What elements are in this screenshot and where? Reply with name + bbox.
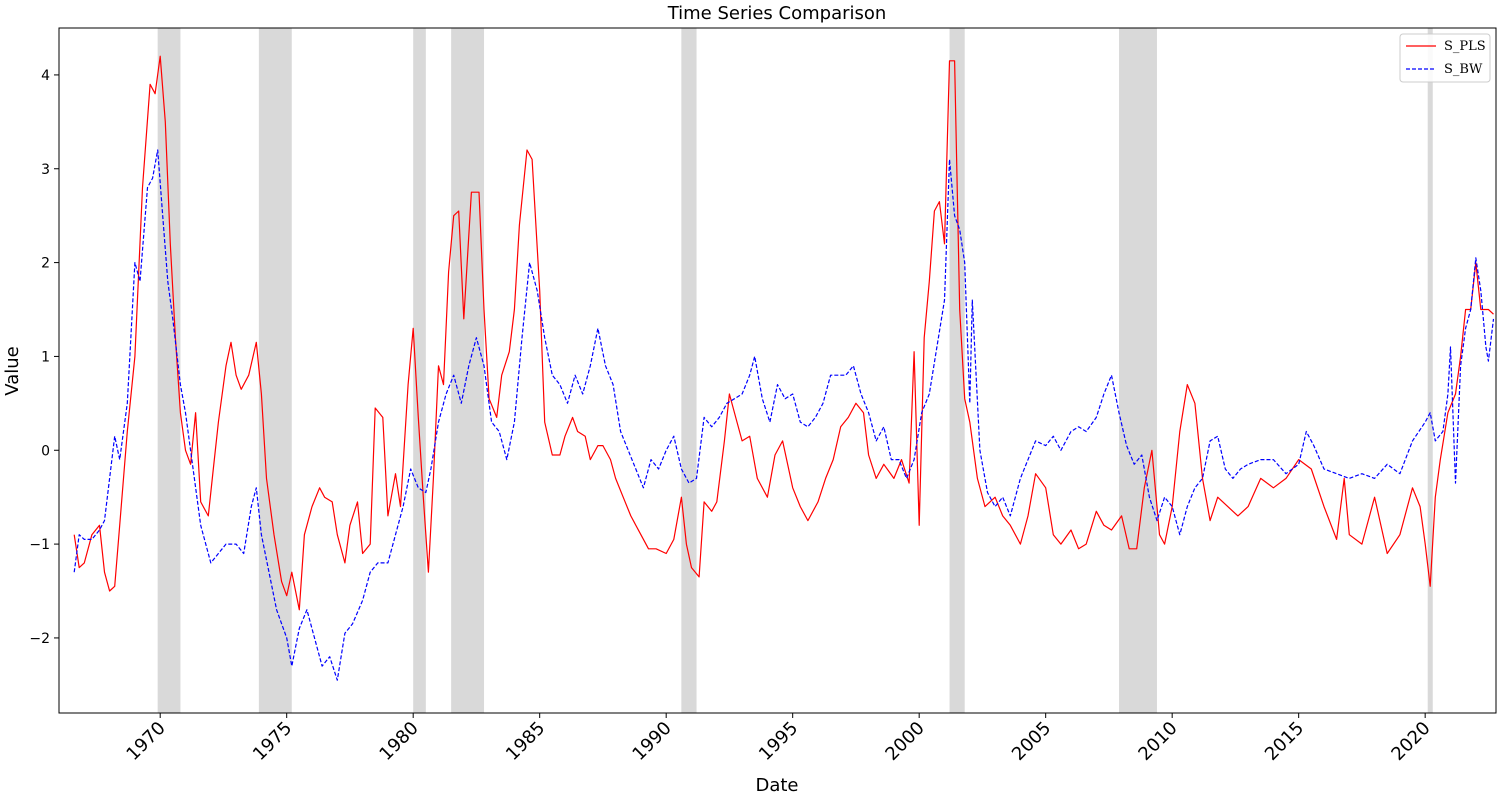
y-tick-label: −2 [29, 631, 50, 647]
x-axis-label: Date [755, 775, 798, 796]
y-axis-label: Value [2, 346, 23, 395]
series-lines [73, 55, 1495, 681]
x-tick-label: 2020 [1387, 718, 1434, 765]
plot-frame [58, 27, 1497, 714]
x-tick-label: 1995 [755, 718, 802, 765]
shaded-period-4 [681, 28, 697, 713]
y-tick-label: 4 [41, 68, 50, 84]
x-axis-ticks: 1970 1975 1980 1985 1990 1995 2000 2005 2010 2015… [122, 713, 1435, 765]
shaded-period-2 [413, 28, 426, 713]
chart-title: Time Series Comparison [667, 3, 887, 24]
x-tick-label: 1985 [502, 718, 549, 765]
legend: S_PLS S_BW [1399, 33, 1491, 83]
y-tick-label: 0 [41, 443, 50, 459]
y-tick-label: 3 [41, 162, 50, 178]
y-tick-label: −1 [29, 537, 50, 553]
y-tick-label: 1 [41, 349, 50, 365]
x-tick-label: 1970 [122, 718, 169, 765]
shaded-period-7 [1427, 28, 1433, 713]
shaded-period-1 [258, 28, 292, 713]
x-tick-label: 1975 [249, 718, 296, 765]
x-tick-label: 1980 [375, 718, 422, 765]
legend-label-s-bw: S_BW [1444, 62, 1483, 77]
series-line-s-bw [73, 149, 1495, 681]
x-tick-label: 2000 [881, 718, 928, 765]
x-tick-label: 2015 [1261, 718, 1308, 765]
shaded-period-0 [157, 28, 181, 713]
series-line-s-pls [73, 55, 1494, 611]
x-tick-label: 2005 [1008, 718, 1055, 765]
shaded-period-6 [1119, 28, 1157, 713]
shaded-period-5 [949, 28, 965, 713]
shaded-period-3 [451, 28, 485, 713]
y-axis-ticks: −2 −1 0 1 2 3 4 [29, 68, 59, 647]
legend-label-s-pls: S_PLS [1444, 39, 1486, 54]
y-tick-label: 2 [41, 256, 50, 272]
shaded-periods [157, 28, 1433, 713]
x-tick-label: 2010 [1134, 718, 1181, 765]
x-tick-label: 1990 [628, 718, 675, 765]
